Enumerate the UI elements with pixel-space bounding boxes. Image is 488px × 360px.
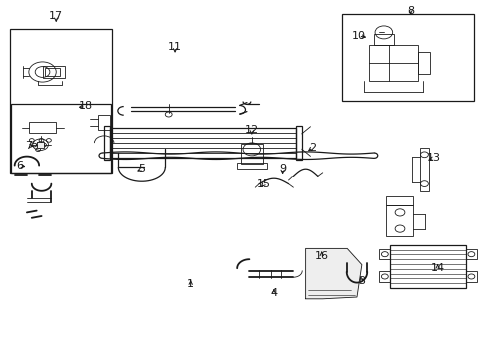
Bar <box>11 104 111 173</box>
Text: 16: 16 <box>314 251 328 261</box>
Text: 1: 1 <box>187 279 194 289</box>
Bar <box>368 45 417 81</box>
Bar <box>237 163 266 169</box>
Bar <box>42 66 64 78</box>
Bar <box>386 205 412 236</box>
Bar <box>110 128 295 158</box>
Text: 4: 4 <box>270 288 277 298</box>
Polygon shape <box>305 248 361 299</box>
Bar <box>37 142 44 148</box>
Bar <box>295 126 301 160</box>
Bar <box>419 148 428 191</box>
Bar <box>379 249 389 259</box>
Text: 15: 15 <box>257 179 270 189</box>
Text: 3: 3 <box>358 276 365 286</box>
Bar <box>389 245 465 288</box>
Bar <box>465 271 476 282</box>
Bar <box>465 249 476 259</box>
Bar <box>241 144 262 164</box>
Bar <box>104 126 110 160</box>
Bar <box>342 14 473 101</box>
Text: 9: 9 <box>279 164 285 174</box>
Bar <box>10 29 112 173</box>
Text: 6: 6 <box>16 161 23 171</box>
Text: 18: 18 <box>79 101 92 111</box>
Text: 10: 10 <box>351 31 365 41</box>
Text: 5: 5 <box>138 164 145 174</box>
Text: 12: 12 <box>244 125 258 135</box>
Bar <box>98 115 110 130</box>
Text: 13: 13 <box>427 153 440 163</box>
Text: 2: 2 <box>309 143 316 153</box>
Text: 8: 8 <box>407 6 413 16</box>
Bar <box>373 34 393 45</box>
Bar <box>417 52 429 74</box>
Text: 14: 14 <box>430 263 444 273</box>
Text: 17: 17 <box>49 11 63 21</box>
Bar <box>379 271 389 282</box>
Text: 7: 7 <box>25 141 32 151</box>
Bar <box>386 196 412 205</box>
Text: 11: 11 <box>168 42 182 52</box>
Bar <box>45 68 60 76</box>
Bar <box>29 122 56 133</box>
